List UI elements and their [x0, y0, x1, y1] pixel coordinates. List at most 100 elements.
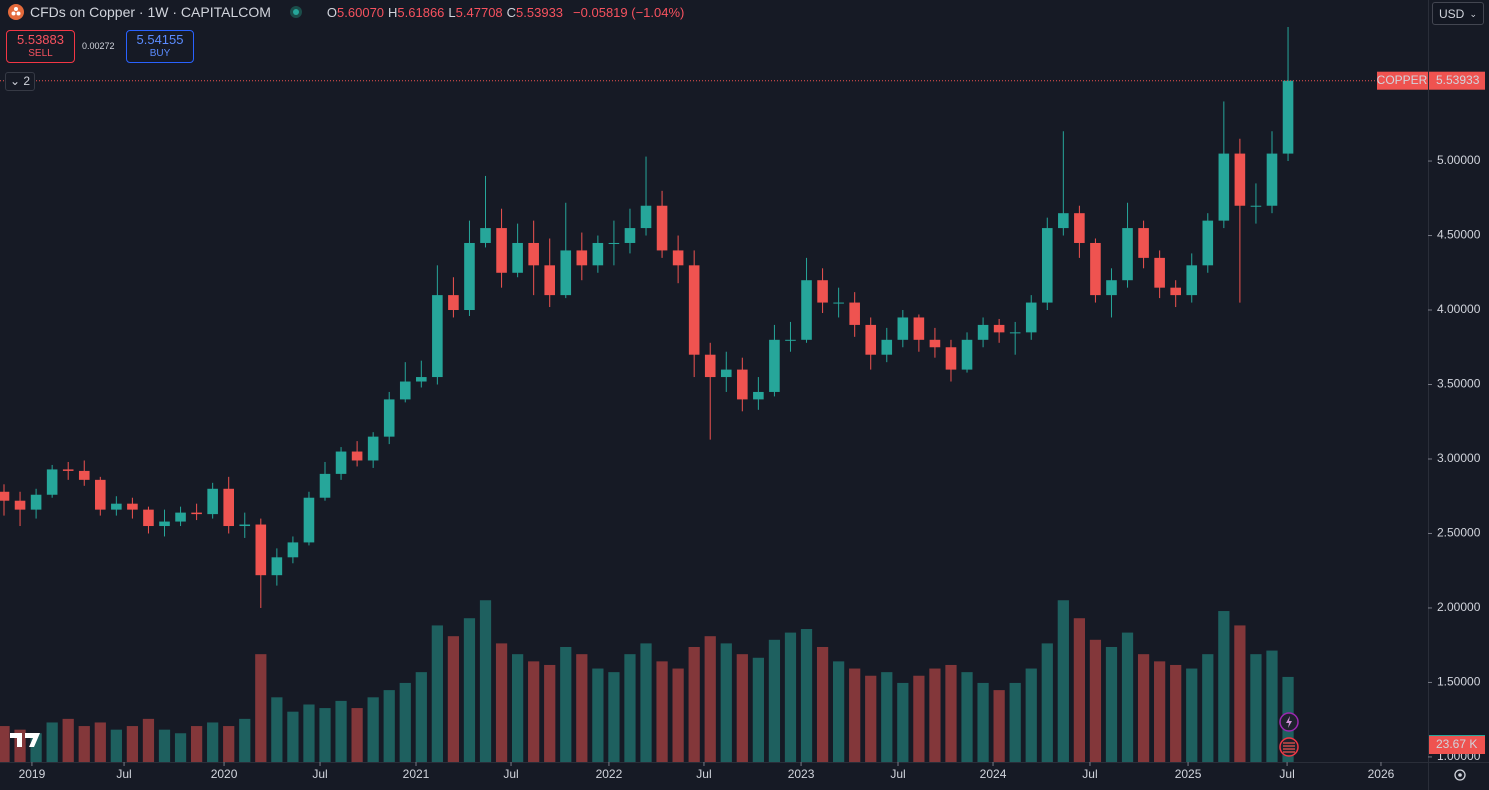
volume-bar [784, 632, 797, 762]
candle-body [367, 436, 379, 461]
volume-bar [1234, 625, 1246, 762]
volume-bar [0, 726, 10, 762]
volume-bar [1105, 646, 1118, 762]
candle-body [897, 317, 909, 340]
candle-body [1025, 302, 1037, 333]
ohlc-key: C [506, 4, 517, 20]
y-tick-label: 4.50000 [1437, 228, 1481, 242]
candle-body [319, 473, 331, 498]
volume-bar [287, 711, 299, 762]
volume-bar [913, 675, 925, 762]
volume-bar [1137, 654, 1150, 762]
volume-bar [126, 726, 139, 762]
candle-body [62, 469, 74, 471]
volume-bar [447, 636, 460, 762]
series-name: COPPER [1377, 73, 1428, 87]
volume-bar [223, 726, 235, 762]
volume-bar [62, 718, 74, 762]
candle-body [817, 280, 828, 303]
x-tick-label: Jul [1082, 767, 1097, 781]
volume-bar [560, 646, 572, 762]
candle-body [1186, 265, 1198, 296]
volume-bar [431, 625, 443, 762]
y-tick-label: 2.50000 [1437, 526, 1481, 540]
candle-body [287, 542, 299, 558]
indicators-toggle[interactable]: ⌄ 2 [5, 72, 35, 91]
candle-body [496, 228, 507, 273]
y-tick-label: 3.50000 [1437, 377, 1481, 391]
candle-body [544, 265, 556, 296]
symbol-logo [8, 4, 24, 20]
volume-bar [704, 636, 716, 762]
candle-body [46, 469, 58, 495]
sell-button[interactable]: 5.53883 SELL [6, 30, 75, 63]
candle-body [191, 512, 202, 515]
volume-bar [833, 661, 845, 762]
x-tick-label: 2025 [1175, 767, 1202, 781]
candles [0, 26, 1294, 608]
candle-body [14, 500, 26, 510]
candle-body [1106, 280, 1117, 296]
candle-body [207, 488, 218, 515]
candle-body [255, 524, 267, 576]
candle-body [913, 317, 925, 340]
volume-bar [1250, 654, 1262, 762]
candle-body [640, 205, 652, 229]
volume-bar [207, 722, 219, 762]
volume-bar [865, 675, 877, 762]
candle-body [753, 391, 764, 400]
candle-body [175, 512, 186, 522]
change: −0.05819 (−1.04%) [573, 4, 685, 20]
volume-bar [1154, 661, 1166, 762]
candle-body [672, 250, 684, 266]
candle-body [30, 494, 42, 510]
country-flag[interactable] [1279, 737, 1299, 757]
candle-body [95, 479, 106, 510]
events-icon-bolt [1286, 716, 1292, 728]
volume-bar [897, 682, 909, 762]
ohlc-value: 5.60070 [337, 4, 385, 20]
last-price-label: 5.53933 [1436, 73, 1480, 87]
volume-bar [688, 646, 700, 762]
candle-body [1266, 153, 1278, 206]
candle-body [239, 524, 251, 527]
volume-bar [46, 722, 58, 762]
candle-body [480, 228, 491, 243]
candle-body [448, 295, 459, 311]
settings-icon[interactable] [1454, 769, 1466, 781]
candle-body [1218, 153, 1230, 221]
volume-pane [0, 600, 1294, 762]
candle-body [560, 250, 572, 296]
flag-stripes [1283, 742, 1295, 753]
candle-body [1282, 80, 1294, 154]
candle-body [993, 324, 1005, 333]
candle-body [977, 324, 989, 340]
candle-body [704, 354, 716, 378]
candle-body [1009, 332, 1021, 334]
buy-button[interactable]: 5.54155 BUY [126, 30, 194, 63]
volume-bar [190, 726, 203, 762]
candle-body [111, 503, 122, 510]
volume-bar [1121, 632, 1134, 762]
candle-body [592, 242, 604, 266]
volume-bar [816, 646, 829, 762]
candle-body [432, 295, 443, 378]
candle-body [223, 488, 235, 527]
x-tick-label: 2026 [1368, 767, 1395, 781]
candle-body [576, 250, 588, 266]
candle-body [351, 451, 363, 461]
x-tick-label: Jul [503, 767, 518, 781]
x-tick-label: 2021 [403, 767, 430, 781]
candle-body [801, 280, 812, 340]
ohlc-value: 5.47708 [455, 4, 503, 20]
x-tick-label: Jul [1279, 767, 1294, 781]
currency-select[interactable]: USD ⌄ [1432, 2, 1484, 25]
volume-bar [720, 643, 732, 762]
y-tick-label: 4.00000 [1437, 302, 1481, 316]
candle-body [720, 369, 732, 378]
symbol-title[interactable]: CFDs on Copper · 1W · CAPITALCOM [30, 4, 271, 20]
buy-label: BUY [149, 48, 171, 59]
volume-bar [800, 629, 813, 762]
y-tick-label: 3.00000 [1437, 451, 1481, 465]
x-tick-label: 2023 [788, 767, 815, 781]
